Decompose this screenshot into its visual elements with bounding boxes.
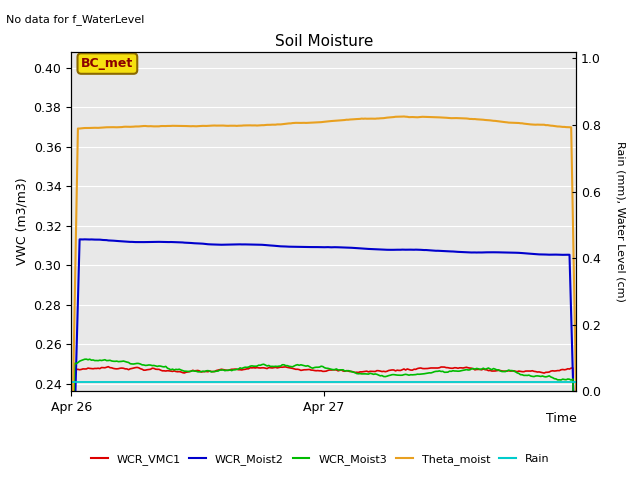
Rain [493,379,500,384]
Theta_moist [495,119,502,124]
WCR_Moist2 [527,251,534,257]
Theta_moist [69,399,77,405]
WCR_Moist2 [378,247,386,252]
WCR_VMC1 [495,368,502,373]
Rain [67,379,75,384]
WCR_VMC1 [104,364,112,370]
X-axis label: Time: Time [545,412,576,425]
Theta_moist [368,116,376,121]
Theta_moist [527,121,534,127]
Theta_moist [400,114,408,120]
Theta_moist [366,116,374,121]
Text: No data for f_WaterLevel: No data for f_WaterLevel [6,14,145,25]
WCR_VMC1 [378,369,386,374]
WCR_Moist2 [368,246,376,252]
Legend: WCR_VMC1, WCR_Moist2, WCR_Moist3, Theta_moist, Rain: WCR_VMC1, WCR_Moist2, WCR_Moist3, Theta_… [86,450,554,469]
Theta_moist [376,115,384,121]
WCR_VMC1 [370,369,378,374]
Text: BC_met: BC_met [81,57,134,70]
WCR_Moist2 [81,237,88,242]
Rain [366,379,374,384]
WCR_Moist3 [378,372,386,378]
WCR_Moist2 [495,250,502,255]
Rain [368,379,376,384]
Line: WCR_Moist2: WCR_Moist2 [71,240,576,480]
WCR_VMC1 [527,368,534,374]
WCR_Moist3 [527,373,534,379]
Line: WCR_Moist3: WCR_Moist3 [71,359,576,480]
Line: WCR_VMC1: WCR_VMC1 [71,367,576,480]
WCR_VMC1 [368,369,376,374]
Line: Theta_moist: Theta_moist [71,117,576,480]
Rain [376,379,384,384]
Rain [525,379,532,384]
WCR_Moist3 [69,460,77,466]
WCR_Moist3 [495,367,502,373]
WCR_Moist3 [370,372,378,377]
Rain [572,379,580,384]
WCR_Moist3 [83,356,90,362]
Theta_moist [572,398,580,404]
Title: Soil Moisture: Soil Moisture [275,34,373,49]
WCR_Moist2 [370,246,378,252]
Rain [69,379,77,384]
WCR_Moist3 [368,371,376,377]
Y-axis label: Rain (mm), Water Level (cm): Rain (mm), Water Level (cm) [615,141,625,302]
Y-axis label: VWC (m3/m3): VWC (m3/m3) [15,178,28,265]
WCR_VMC1 [69,464,77,469]
